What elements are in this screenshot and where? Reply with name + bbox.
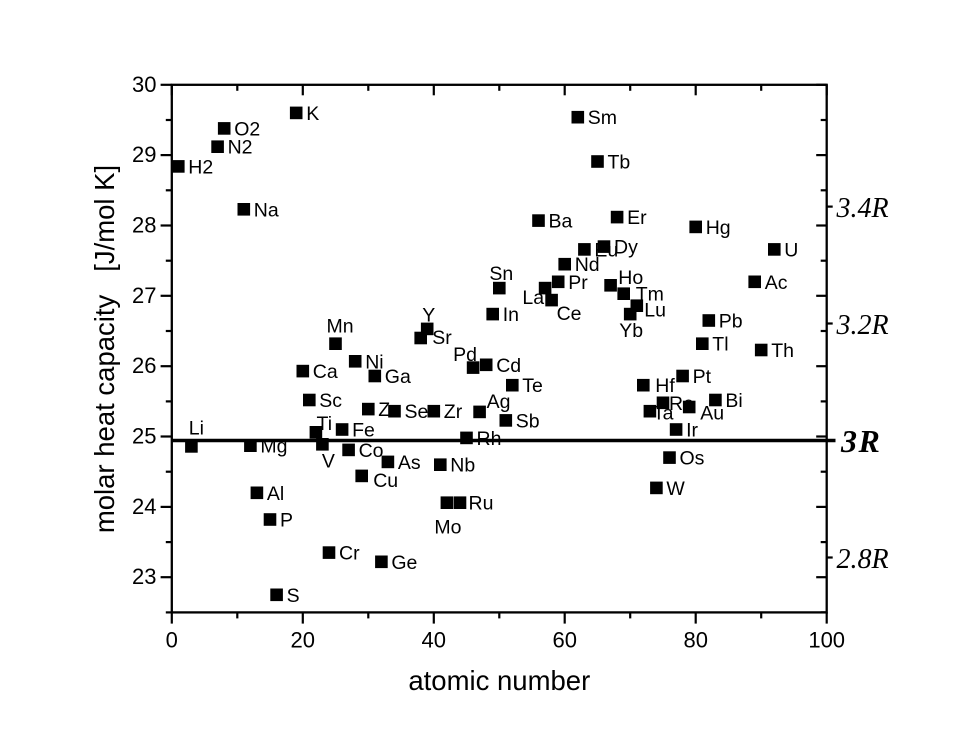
svg-text:Ge: Ge bbox=[391, 552, 417, 574]
svg-text:2.8R: 2.8R bbox=[837, 544, 889, 575]
svg-text:Ag: Ag bbox=[487, 391, 511, 413]
svg-text:Sc: Sc bbox=[319, 390, 342, 412]
svg-text:Th: Th bbox=[771, 340, 794, 362]
svg-text:Ru: Ru bbox=[469, 493, 494, 515]
svg-text:Zr: Zr bbox=[444, 401, 463, 423]
svg-text:26: 26 bbox=[132, 353, 156, 378]
svg-text:Ba: Ba bbox=[549, 211, 573, 233]
svg-text:30: 30 bbox=[132, 72, 156, 97]
svg-text:Ti: Ti bbox=[317, 413, 333, 435]
svg-text:Pt: Pt bbox=[693, 366, 712, 388]
svg-text:40: 40 bbox=[422, 628, 446, 653]
svg-text:Li: Li bbox=[189, 417, 204, 439]
svg-text:V: V bbox=[322, 450, 335, 472]
svg-text:La: La bbox=[522, 287, 544, 309]
svg-text:Mn: Mn bbox=[326, 316, 353, 338]
svg-text:27: 27 bbox=[132, 283, 156, 308]
svg-text:Ce: Ce bbox=[557, 303, 582, 325]
svg-text:Pr: Pr bbox=[568, 272, 588, 294]
svg-text:Nd: Nd bbox=[575, 254, 600, 276]
svg-text:atomic number: atomic number bbox=[408, 665, 590, 696]
svg-text:Bi: Bi bbox=[725, 390, 742, 412]
svg-text:Hf: Hf bbox=[655, 375, 675, 397]
svg-text:Er: Er bbox=[627, 207, 647, 229]
svg-text:Te: Te bbox=[522, 375, 543, 397]
svg-text:Na: Na bbox=[254, 199, 279, 221]
svg-text:Ni: Ni bbox=[365, 351, 383, 373]
svg-text:Nb: Nb bbox=[450, 455, 475, 477]
svg-text:Cr: Cr bbox=[339, 543, 360, 565]
svg-text:3.2R: 3.2R bbox=[836, 310, 889, 341]
svg-text:Lu: Lu bbox=[644, 300, 666, 322]
svg-text:U: U bbox=[784, 239, 798, 261]
svg-text:Rh: Rh bbox=[477, 428, 502, 450]
svg-text:Y: Y bbox=[422, 304, 435, 326]
svg-text:Ho: Ho bbox=[618, 267, 643, 289]
svg-text:29: 29 bbox=[132, 142, 156, 167]
svg-text:Mo: Mo bbox=[434, 517, 461, 539]
svg-text:Ac: Ac bbox=[765, 272, 788, 294]
svg-text:Tb: Tb bbox=[608, 152, 631, 174]
svg-text:Yb: Yb bbox=[619, 320, 643, 342]
svg-text:20: 20 bbox=[291, 628, 315, 653]
svg-text:S: S bbox=[287, 585, 300, 607]
svg-text:Ga: Ga bbox=[385, 366, 411, 388]
svg-text:molar heat capacity [J/mol K: molar heat capacity [J/mol K] bbox=[89, 165, 120, 533]
svg-text:Se: Se bbox=[405, 401, 429, 423]
svg-text:Tl: Tl bbox=[712, 334, 728, 356]
svg-text:25: 25 bbox=[132, 424, 156, 449]
svg-text:Os: Os bbox=[680, 448, 705, 470]
svg-text:Dy: Dy bbox=[614, 237, 638, 259]
svg-text:Sb: Sb bbox=[516, 410, 540, 432]
svg-text:Ca: Ca bbox=[313, 361, 338, 383]
svg-text:O2: O2 bbox=[234, 118, 260, 140]
svg-text:As: As bbox=[398, 452, 421, 474]
svg-text:Fe: Fe bbox=[352, 420, 375, 442]
svg-text:Cd: Cd bbox=[496, 355, 521, 377]
svg-text:Al: Al bbox=[267, 483, 284, 505]
svg-text:Sm: Sm bbox=[588, 107, 617, 129]
svg-text:Pd: Pd bbox=[453, 344, 477, 366]
svg-text:28: 28 bbox=[132, 213, 156, 238]
svg-text:23: 23 bbox=[132, 564, 156, 589]
svg-text:60: 60 bbox=[552, 628, 576, 653]
svg-text:Sn: Sn bbox=[489, 263, 513, 285]
svg-text:80: 80 bbox=[683, 628, 707, 653]
svg-text:Mg: Mg bbox=[260, 436, 287, 458]
svg-text:3.4R: 3.4R bbox=[836, 193, 889, 224]
svg-text:0: 0 bbox=[166, 628, 178, 653]
svg-text:Au: Au bbox=[700, 403, 724, 425]
svg-text:P: P bbox=[280, 510, 293, 532]
svg-text:Pb: Pb bbox=[719, 311, 743, 333]
svg-text:Ir: Ir bbox=[686, 420, 698, 442]
svg-text:3R: 3R bbox=[840, 423, 881, 459]
svg-text:Cu: Cu bbox=[373, 470, 398, 492]
svg-text:In: In bbox=[503, 304, 519, 326]
svg-text:Co: Co bbox=[359, 440, 384, 462]
svg-text:N2: N2 bbox=[228, 137, 253, 159]
svg-text:100: 100 bbox=[808, 628, 845, 653]
svg-text:H2: H2 bbox=[188, 156, 213, 178]
svg-text:24: 24 bbox=[132, 494, 156, 519]
svg-text:W: W bbox=[666, 478, 685, 500]
svg-text:Hg: Hg bbox=[706, 217, 731, 239]
svg-text:Sr: Sr bbox=[432, 327, 452, 349]
svg-text:K: K bbox=[306, 103, 319, 125]
